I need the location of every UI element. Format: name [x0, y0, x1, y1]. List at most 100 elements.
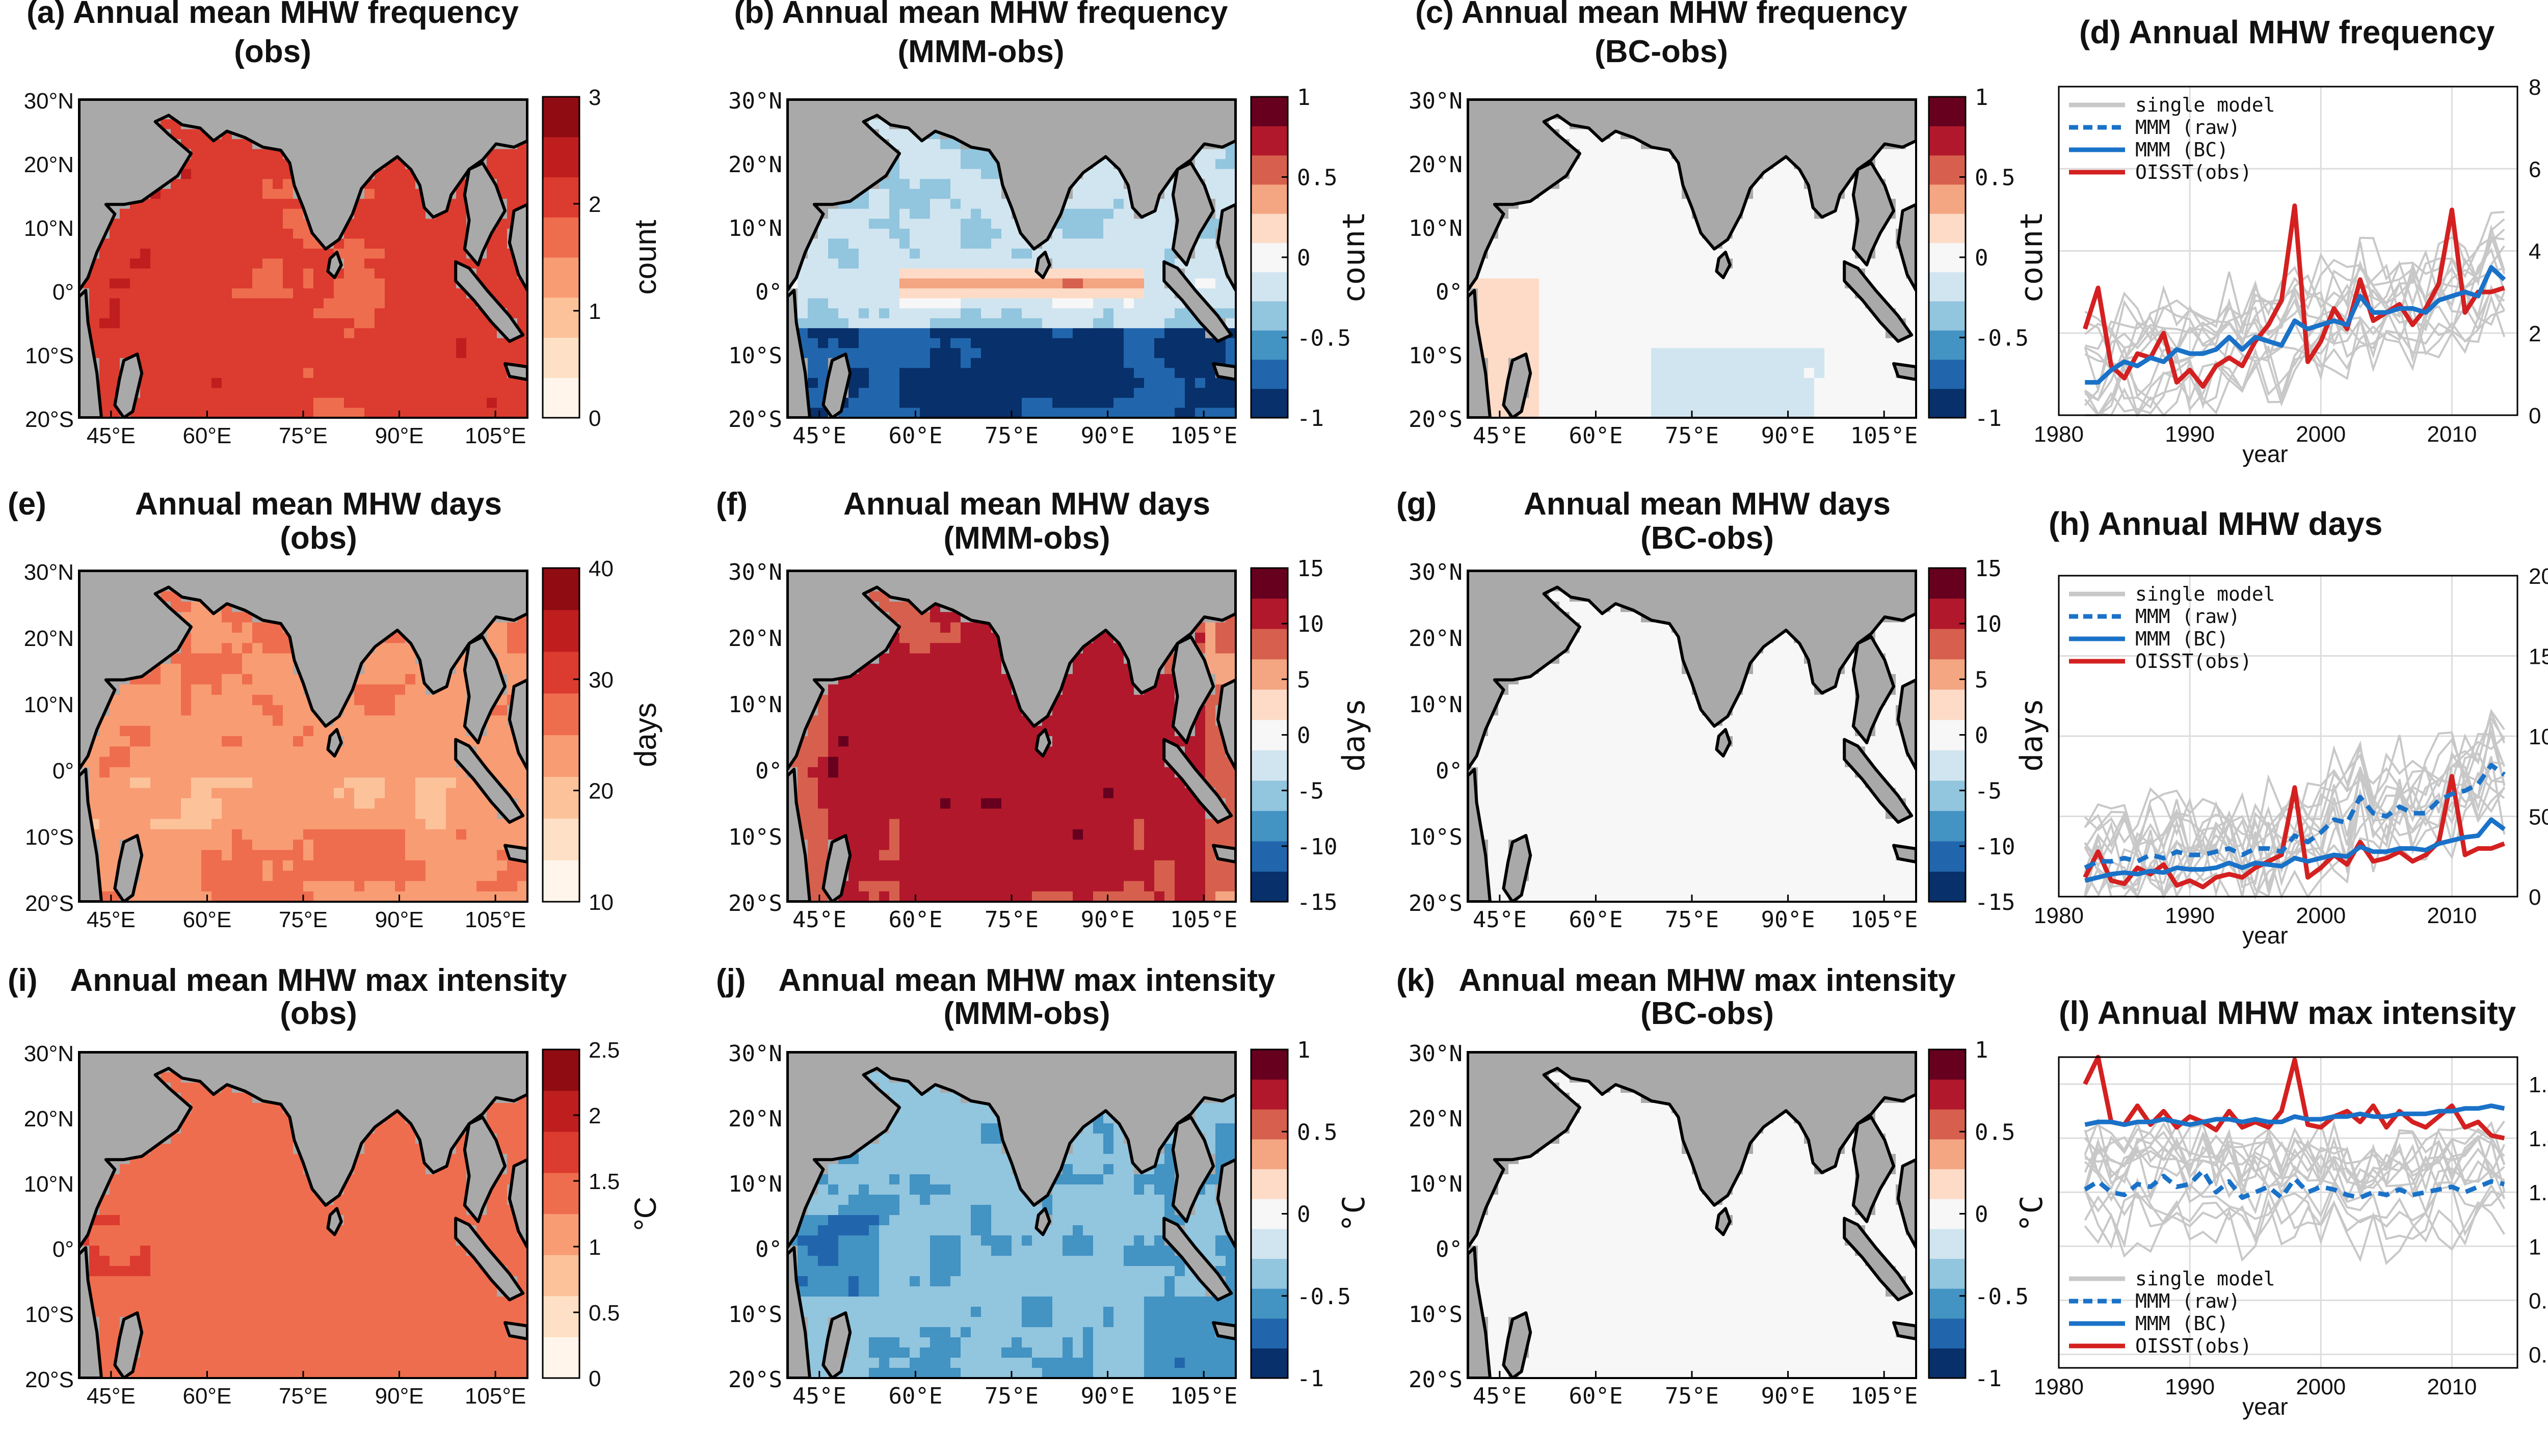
ocean-cell [1896, 348, 1906, 359]
ocean-cell [1559, 179, 1570, 190]
ocean-cell [334, 288, 344, 299]
ocean-cell [1773, 358, 1784, 369]
ocean-cell [1154, 308, 1165, 319]
ocean-cell [1753, 308, 1764, 319]
ocean-cell [950, 188, 961, 200]
ocean-cell [1641, 199, 1652, 209]
ocean-cell [313, 338, 324, 349]
ocean-cell [252, 219, 263, 229]
ocean-cell [930, 228, 941, 239]
ocean-cell [201, 684, 212, 695]
ocean-cell [242, 219, 253, 229]
ocean-cell [1103, 169, 1114, 179]
ocean-cell [191, 268, 202, 279]
ocean-cell [1773, 258, 1784, 269]
ocean-cell [1093, 249, 1104, 259]
ocean-cell [1570, 368, 1580, 379]
ocean-cell [171, 397, 181, 409]
coastline [1468, 289, 1492, 418]
ocean-cell [1529, 208, 1540, 220]
ocean-cell [1580, 228, 1590, 239]
ocean-cell [1855, 308, 1866, 319]
ocean-cell [1743, 219, 1754, 229]
ocean-cell [1154, 397, 1165, 409]
ocean-cell [1886, 388, 1896, 398]
ocean-cell [920, 308, 931, 319]
coastline [821, 353, 852, 418]
ocean-cell [899, 338, 910, 349]
ocean-cell [1692, 378, 1703, 389]
ocean-cell [385, 169, 395, 179]
ocean-cell [232, 388, 243, 398]
ocean-cell [446, 348, 457, 359]
ocean-cell [1590, 169, 1601, 179]
ocean-cell [1824, 258, 1835, 269]
ocean-cell [1682, 268, 1692, 279]
ocean-cell [161, 591, 171, 602]
ocean-cell [1610, 348, 1621, 359]
ocean-cell [110, 308, 120, 319]
ocean-cell [415, 249, 426, 259]
ocean-cell [385, 653, 395, 664]
ocean-cell [1631, 388, 1641, 398]
ocean-cell [1508, 238, 1519, 249]
colorbar-tick-label: 0.5 [1297, 165, 1337, 191]
ocean-cell [1164, 338, 1175, 349]
ocean-cell [242, 397, 253, 409]
ocean-cell [191, 249, 202, 259]
ocean-cell [405, 674, 416, 685]
ocean-cell [1712, 397, 1723, 409]
ocean-cell [838, 268, 849, 279]
ocean-cell [1032, 348, 1043, 359]
ocean-cell [1549, 238, 1560, 249]
ocean-cell [466, 408, 477, 418]
ocean-cell [1175, 308, 1185, 319]
ocean-cell [1498, 298, 1509, 309]
ocean-cell [1794, 268, 1804, 279]
ocean-cell [242, 674, 253, 685]
ocean-cell [1052, 388, 1063, 398]
ocean-cell [910, 258, 920, 269]
ocean-cell [364, 388, 375, 398]
ocean-cell [232, 348, 243, 359]
ocean-cell [1103, 348, 1114, 359]
ocean-cell [375, 328, 385, 339]
ocean-cell [899, 408, 910, 418]
ocean-cell [171, 348, 181, 359]
ocean-cell [859, 228, 869, 239]
ocean-cell [1001, 388, 1012, 398]
ocean-cell [940, 179, 951, 190]
ocean-cell [1651, 338, 1662, 349]
ocean-cell [1042, 278, 1053, 289]
ocean-cell [1113, 179, 1124, 190]
ocean-cell [869, 388, 880, 398]
ocean-cell [1154, 378, 1165, 389]
ocean-cell [920, 199, 931, 209]
lat-tick-label: 10°S [25, 343, 74, 368]
ocean-cell [1154, 348, 1165, 359]
ocean-cell [1570, 348, 1580, 359]
ocean-cell [140, 348, 151, 359]
ocean-cell [1743, 368, 1754, 379]
ocean-cell [899, 159, 910, 170]
ocean-cell [1773, 199, 1784, 209]
ocean-cell [344, 238, 355, 249]
ocean-cell [1835, 268, 1845, 279]
ocean-cell [1083, 358, 1094, 369]
ocean-cell [971, 328, 981, 339]
ocean-cell [1896, 188, 1906, 200]
ocean-cell [1784, 368, 1794, 379]
ocean-cell [1773, 208, 1784, 220]
ocean-cell [1692, 397, 1703, 409]
ocean-cell [1580, 268, 1590, 279]
ocean-cell [303, 288, 314, 299]
ocean-cell [517, 388, 527, 398]
ocean-cell [1906, 348, 1916, 359]
lat-tick-label: 0° [1436, 279, 1463, 305]
ocean-cell [930, 408, 941, 418]
ocean-cell [1134, 318, 1145, 329]
ocean-cell [283, 663, 294, 675]
ocean-cell [1712, 348, 1723, 359]
ocean-cell [899, 318, 910, 329]
ocean-cell [1600, 408, 1611, 418]
